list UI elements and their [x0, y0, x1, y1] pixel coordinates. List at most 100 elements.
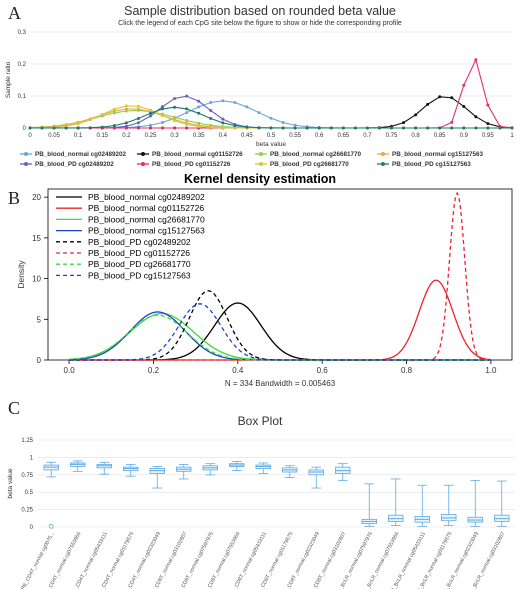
y-axis-label: Sample ratio [5, 61, 12, 98]
data-point [305, 126, 309, 130]
data-point [40, 126, 44, 130]
data-point [197, 121, 201, 125]
data-point [197, 111, 201, 115]
data-point [245, 105, 249, 109]
data-point [124, 126, 128, 130]
data-point [28, 126, 32, 130]
x-tick-label: 0.4 [232, 366, 244, 375]
data-point [329, 126, 333, 130]
legend-marker[interactable] [141, 162, 145, 166]
data-point [185, 111, 189, 115]
y-tick-label: 1 [30, 455, 34, 461]
legend-item: PB_blood_normal cg15127563 [88, 226, 205, 236]
y-tick-label: 0 [23, 126, 27, 132]
legend-marker[interactable] [259, 152, 263, 156]
legend-item[interactable]: PB_blood_PD cg02489202 [35, 161, 114, 168]
data-point [197, 125, 201, 129]
data-point [185, 126, 189, 130]
legend-marker[interactable] [381, 162, 385, 166]
data-point [438, 95, 442, 99]
data-point [486, 122, 490, 126]
legend-item: PB_blood_PD cg26681770 [88, 259, 191, 269]
data-point [317, 126, 321, 130]
panel-a-title: Sample distribution based on rounded bet… [124, 4, 396, 18]
data-point [474, 58, 478, 62]
data-point [293, 123, 297, 127]
data-point [161, 107, 165, 111]
legend-marker[interactable] [24, 162, 28, 166]
data-point [221, 117, 225, 121]
x-tick-label: 0.7 [363, 133, 372, 139]
density-line [69, 303, 491, 361]
legend-item[interactable]: PB_blood_normal cg15127563 [392, 151, 483, 158]
data-point [450, 96, 454, 100]
legend-marker[interactable] [259, 162, 263, 166]
data-point [197, 99, 201, 103]
legend-item[interactable]: PB_blood_PD cg01152726 [152, 161, 231, 168]
data-point [161, 120, 165, 124]
data-point [136, 126, 140, 130]
x-tick-label: 0.9 [460, 133, 469, 139]
x-tick-label: 0.2 [122, 133, 131, 139]
outlier-point [48, 523, 54, 529]
data-point [462, 126, 466, 130]
data-point [498, 126, 502, 130]
x-tick-label: 0.3 [170, 133, 179, 139]
panel-a-letter: A [8, 3, 21, 23]
data-point [474, 115, 478, 119]
data-point [402, 126, 406, 130]
x-tick-label: 0.2 [148, 366, 160, 375]
data-point [281, 126, 285, 130]
legend-item: PB_blood_normal cg01152726 [88, 203, 204, 213]
data-point [64, 126, 68, 130]
x-tick-label: 0.8 [401, 366, 413, 375]
data-point [185, 107, 189, 111]
data-point [161, 114, 165, 118]
x-tick-label: 1 [510, 133, 514, 139]
legend-item[interactable]: PB_blood_normal cg26681770 [270, 151, 361, 158]
data-point [462, 83, 466, 87]
data-point [438, 126, 442, 130]
data-point [426, 102, 430, 106]
legend-marker[interactable] [24, 152, 28, 156]
y-tick-label: 0.25 [21, 508, 33, 514]
data-point [353, 126, 357, 130]
y-axis-label: Density [16, 260, 26, 289]
data-point [510, 126, 514, 130]
x-tick-label: 0.35 [193, 133, 205, 139]
data-point [233, 124, 237, 128]
data-point [233, 100, 237, 104]
legend-item: PB_blood_normal cg02489202 [88, 192, 205, 202]
data-point [341, 126, 345, 130]
data-point [185, 119, 189, 123]
y-axis-label: beta value [7, 468, 14, 498]
panel-b-title: Kernel density estimation [183, 172, 337, 186]
legend-item[interactable]: PB_blood_PD cg15127563 [392, 161, 471, 168]
legend-item[interactable]: PB_blood_normal cg01152726 [152, 151, 243, 158]
y-tick-label: 15 [32, 234, 41, 243]
data-point [112, 126, 116, 130]
data-point [185, 122, 189, 126]
legend-item[interactable]: PB_blood_PD cg26681770 [270, 161, 349, 168]
panel-c-letter: C [8, 398, 21, 418]
data-point [377, 126, 381, 130]
data-point [136, 121, 140, 125]
data-point [124, 121, 128, 125]
data-point [426, 126, 430, 130]
data-point [112, 124, 116, 128]
x-tick-label: 0.1 [74, 133, 83, 139]
data-point [257, 111, 261, 115]
legend-marker[interactable] [381, 152, 385, 156]
x-tick-label: 0.65 [337, 133, 349, 139]
panel-a-subtitle: Click the legend of each CpG site below … [118, 20, 402, 27]
legend-item[interactable]: PB_blood_normal cg02489202 [35, 151, 126, 158]
data-point [100, 112, 104, 116]
legend-marker[interactable] [141, 152, 145, 156]
data-point [365, 126, 369, 130]
data-point [149, 123, 152, 127]
legend-item: PB_blood_PD cg01152726 [88, 248, 190, 258]
data-point [197, 105, 201, 109]
y-tick-label: 0.2 [18, 62, 27, 68]
